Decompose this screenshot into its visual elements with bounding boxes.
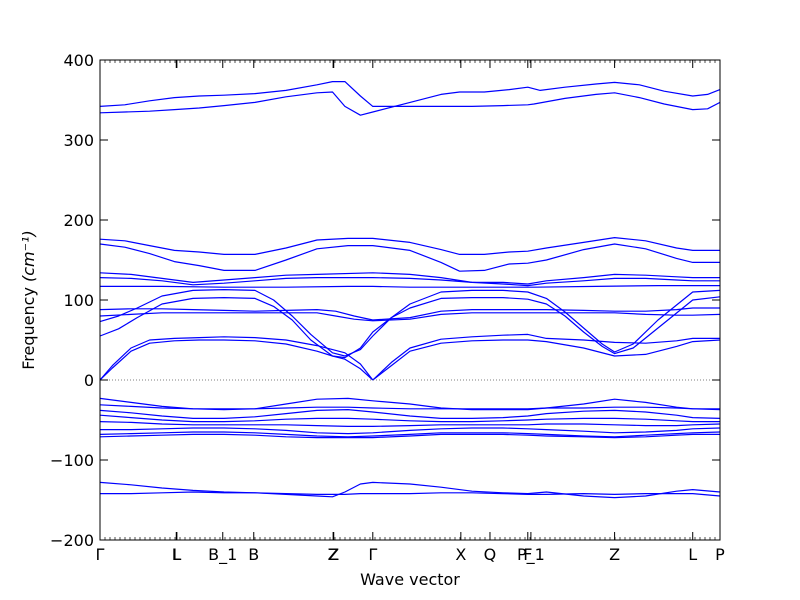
y-tick-label: 100 bbox=[63, 291, 94, 310]
x-tick-label: B bbox=[248, 545, 259, 564]
band-line-11 bbox=[99, 296, 721, 359]
band-line-4 bbox=[99, 243, 720, 272]
x-axis: Γ LL B_1 B ZZ Γ X Q FP_1 Z L P bbox=[96, 60, 725, 565]
band-line-22 bbox=[99, 431, 721, 438]
x-axis-label: Wave vector bbox=[360, 570, 460, 589]
x-tick-label: X bbox=[455, 545, 466, 564]
x-tick-label: Γ bbox=[368, 545, 377, 564]
x-tick-label: Γ bbox=[96, 545, 105, 564]
y-axis-label: Frequency (cm⁻¹) bbox=[19, 230, 38, 369]
band-line-25 bbox=[100, 491, 721, 497]
band-line-2 bbox=[99, 81, 721, 116]
x-tick-label: Z bbox=[609, 545, 620, 564]
band-line-24 bbox=[99, 481, 721, 499]
band-line-18 bbox=[99, 409, 721, 419]
band-line-8 bbox=[99, 307, 720, 321]
band-line-6 bbox=[99, 277, 720, 287]
band-line-14 bbox=[372, 333, 720, 381]
band-line-1 bbox=[99, 80, 721, 111]
band-line-16 bbox=[99, 397, 720, 411]
y-tick-label: −100 bbox=[50, 451, 94, 470]
band-line-12 bbox=[99, 336, 374, 381]
x-tick-label: P bbox=[715, 545, 725, 564]
y-tick-label: 200 bbox=[63, 211, 94, 230]
x-tick-label: L bbox=[172, 545, 181, 564]
x-tick-label: Q bbox=[484, 545, 497, 564]
y-axis: −200 −100 0 100 200 300 400 bbox=[50, 51, 720, 550]
band-line-15 bbox=[372, 339, 721, 381]
band-line-17 bbox=[99, 404, 721, 411]
y-tick-label: 0 bbox=[84, 371, 94, 390]
x-tick-label: F bbox=[523, 545, 532, 564]
band-line-3 bbox=[99, 237, 720, 255]
band-line-9 bbox=[99, 312, 721, 322]
y-tick-label: −200 bbox=[50, 531, 94, 550]
band-line-19 bbox=[99, 414, 720, 423]
x-tick-label: Z bbox=[328, 545, 339, 564]
band-line-23 bbox=[99, 433, 720, 439]
bands-group bbox=[99, 80, 721, 499]
band-line-10 bbox=[99, 289, 721, 357]
y-axis-label-unit: (cm⁻¹) bbox=[19, 230, 38, 282]
x-tick-label: Z bbox=[328, 545, 339, 564]
band-line-13 bbox=[99, 339, 374, 381]
band-line-5 bbox=[99, 272, 720, 285]
band-line-21 bbox=[100, 427, 721, 435]
plot-frame bbox=[99, 59, 721, 541]
x-tick-label: L bbox=[172, 545, 181, 564]
x-tick-label: B_1 bbox=[208, 545, 237, 565]
y-tick-label: 300 bbox=[63, 131, 94, 150]
band-line-7 bbox=[100, 285, 720, 288]
x-tick-label: P_1 bbox=[517, 545, 545, 565]
x-tick-label: L bbox=[688, 545, 697, 564]
y-tick-label: 400 bbox=[63, 51, 94, 70]
band-line-20 bbox=[99, 421, 721, 427]
y-axis-label-text: Frequency bbox=[19, 287, 38, 370]
